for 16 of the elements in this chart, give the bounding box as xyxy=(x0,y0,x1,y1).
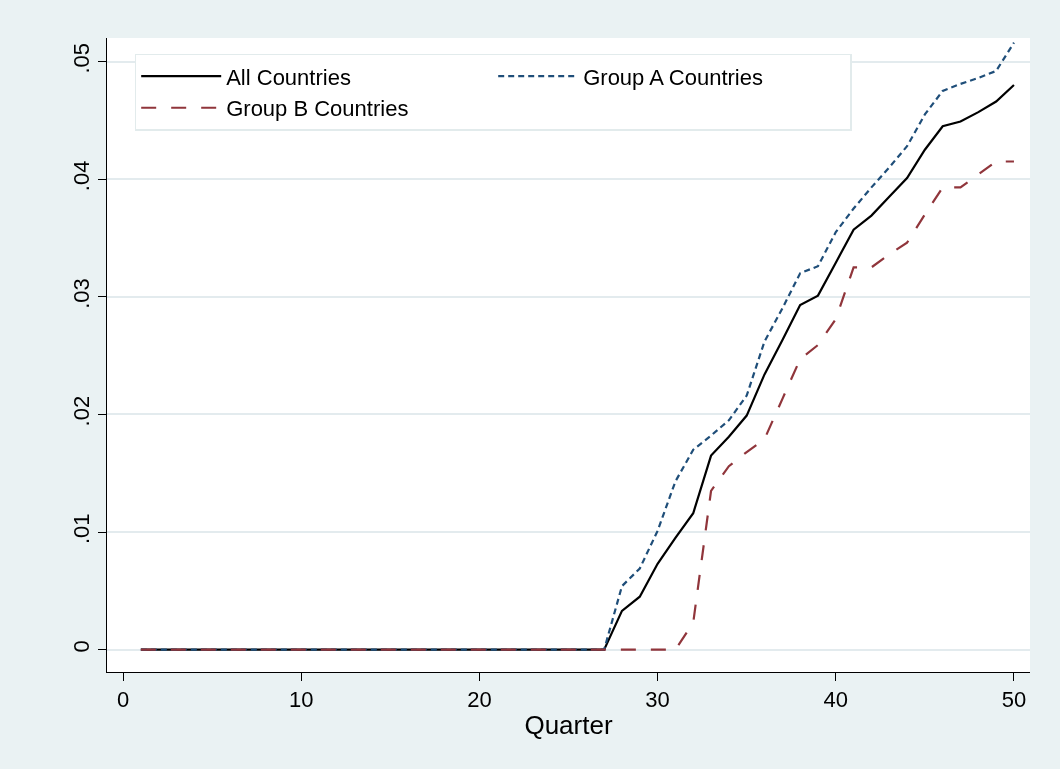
x-tick-label: 0 xyxy=(116,687,130,713)
y-tick-label: .05 xyxy=(69,42,95,74)
x-tick-label: 20 xyxy=(467,687,492,713)
y-tick-label: 0 xyxy=(69,640,95,653)
x-axis-title: Quarter xyxy=(524,710,613,741)
y-tick-label: .04 xyxy=(69,160,95,192)
legend-label: Group B Countries xyxy=(226,96,409,122)
x-tick-label: 30 xyxy=(645,687,670,713)
x-tick-label: 50 xyxy=(1001,687,1027,713)
y-tick-label: .03 xyxy=(69,278,95,309)
y-tick-label: .01 xyxy=(69,513,95,545)
y-tick-label: .02 xyxy=(69,395,95,427)
x-tick-label: 40 xyxy=(823,687,849,713)
legend-label: All Countries xyxy=(226,64,351,90)
x-tick-label: 10 xyxy=(288,687,314,713)
legend-label: Group A Countries xyxy=(583,64,763,90)
